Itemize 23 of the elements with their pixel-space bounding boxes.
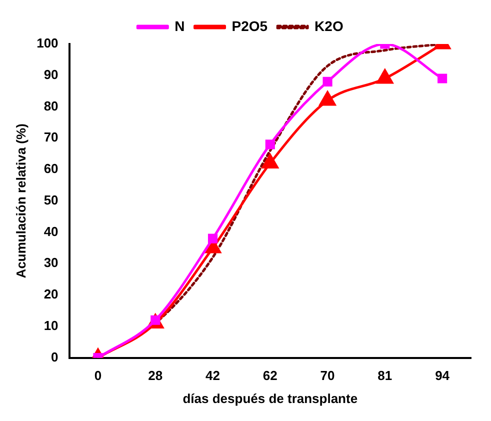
x-tick-label: 81 — [378, 368, 392, 384]
x-tick-label: 28 — [148, 368, 163, 384]
y-tick-label: 0 — [51, 349, 58, 364]
y-tick-label: 100 — [36, 36, 58, 51]
y-tick-label: 90 — [44, 66, 58, 82]
y-axis-title: Acumulación relativa (%) — [13, 124, 28, 278]
x-tick-label: 94 — [435, 368, 450, 384]
x-tick-label: 62 — [262, 368, 278, 384]
x-tick-label: 0 — [94, 368, 102, 384]
x-axis-title: días después de transplante — [182, 390, 358, 406]
x-tick-label: 70 — [320, 368, 335, 384]
y-tick-label: 80 — [44, 98, 58, 114]
legend-label: P2O5 — [232, 18, 268, 34]
y-tick-label: 40 — [44, 224, 58, 239]
y-tick-label: 20 — [44, 286, 58, 302]
y-tick-label: 10 — [44, 318, 58, 333]
y-tick-label: 30 — [44, 255, 58, 270]
legend-label: N — [174, 18, 185, 34]
y-tick-label: 50 — [44, 192, 58, 208]
y-tick-label: 70 — [44, 130, 58, 145]
x-tick-label: 42 — [206, 368, 220, 384]
y-tick-label: 60 — [44, 161, 58, 176]
legend-label: K2O — [314, 18, 344, 34]
